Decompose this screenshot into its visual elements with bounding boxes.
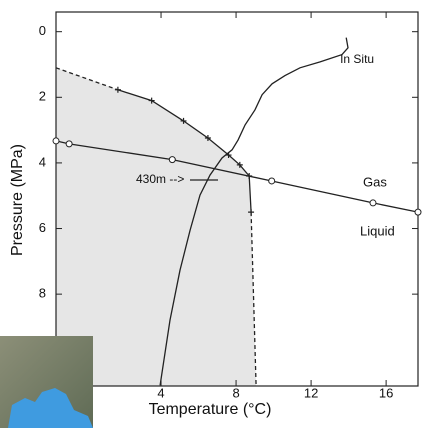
x-tick-label: 4: [157, 385, 164, 400]
x-tick-label: 12: [304, 385, 318, 400]
point: [204, 134, 211, 141]
point: [414, 208, 422, 216]
series-line: [117, 89, 252, 213]
series-line: [250, 212, 257, 387]
point: [168, 156, 176, 164]
x-tick-label: 8: [232, 385, 239, 400]
y-tick-label: 6: [39, 220, 46, 235]
point: [114, 86, 121, 93]
point: [180, 117, 187, 124]
point: [268, 177, 276, 185]
series-label: In Situ: [340, 52, 374, 66]
point: [236, 161, 243, 168]
y-tick-label: 2: [39, 89, 46, 104]
point: [148, 97, 155, 104]
annotation: Liquid: [360, 223, 395, 238]
annotation: 430m -->: [136, 172, 184, 186]
series-line: [159, 37, 349, 386]
point: [52, 137, 60, 145]
photo-object: [8, 388, 93, 428]
y-tick-label: 4: [39, 154, 46, 169]
point: [369, 199, 377, 207]
y-tick-label: 8: [39, 286, 46, 301]
y-axis-title: Pressure (MPa): [9, 144, 26, 256]
series-line: [55, 67, 119, 91]
y-tick-label: 0: [39, 23, 46, 38]
point: [65, 140, 73, 148]
annotation: Gas: [363, 174, 387, 189]
plot-frame: [55, 11, 419, 387]
x-axis-title: Temperature (°C): [149, 401, 272, 418]
x-tick-label: 16: [379, 385, 393, 400]
plot-layer: 4 8 12 16 0 2 4 6 8 In Situ: [39, 11, 422, 400]
stability-region: [56, 67, 257, 387]
